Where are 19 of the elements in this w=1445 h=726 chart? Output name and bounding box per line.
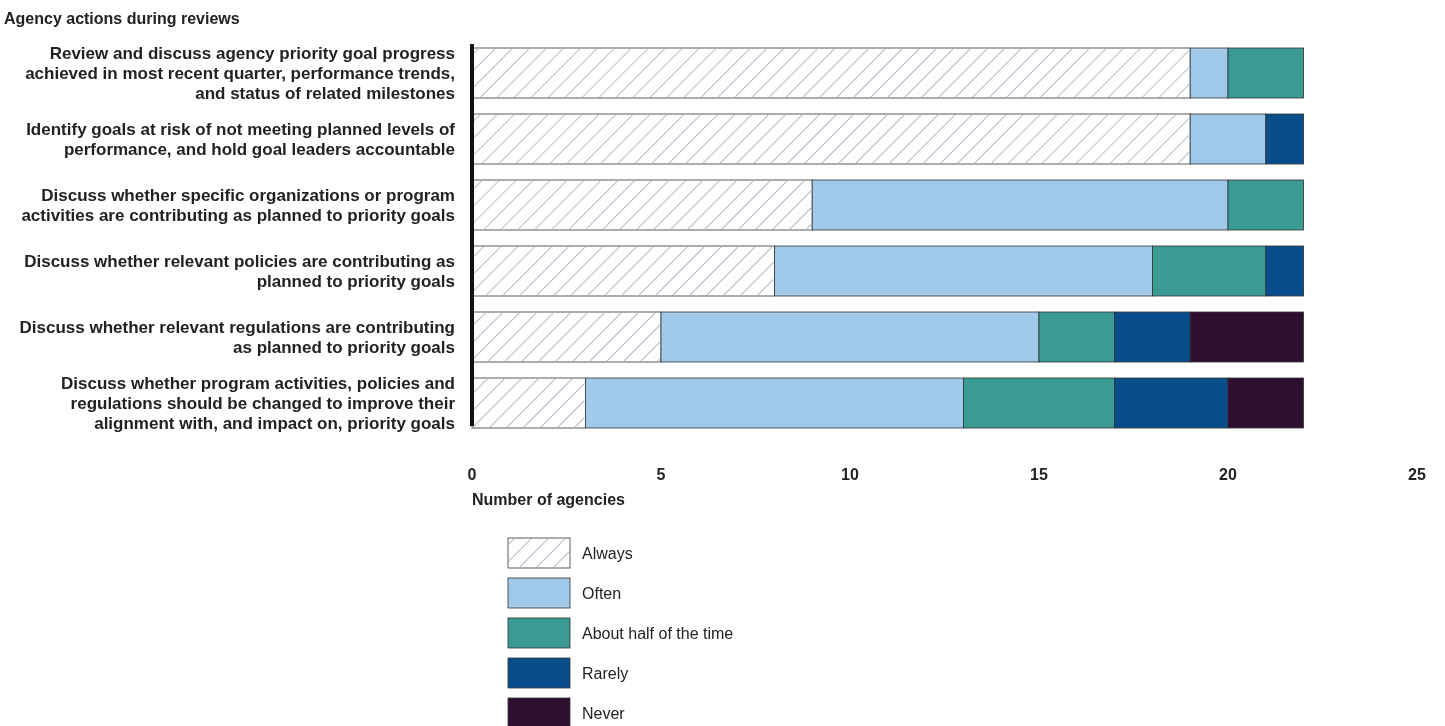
x-tick-label: 15 (1030, 466, 1048, 483)
text: Agency actions during reviews (4, 10, 240, 27)
x-axis-title: Number of agencies (472, 491, 626, 508)
x-tick-label: 25 (1408, 466, 1426, 483)
y-tick-label: Discuss whether relevant regulations are contributing as planned to priority goals (19, 318, 455, 357)
legend-label: About half of the time (582, 625, 734, 642)
legend-label: Always (582, 545, 633, 562)
legend-label: Never (582, 705, 626, 722)
x-tick-label: 5 (656, 466, 666, 483)
legend-label: Rarely (582, 665, 629, 682)
y-tick-label: Discuss whether specific organizations or program activities are contributing as planned to priority goals (21, 186, 455, 225)
x-tick-label: 0 (467, 466, 477, 483)
y-tick-label: Discuss whether relevant policies are contributing as planned to priority goals (24, 252, 455, 291)
y-tick-label: Review and discuss agency priority goal progress achieved in most recent quarter, performance trends, and status of related milestones (25, 44, 455, 103)
x-tick-label: 10 (841, 466, 859, 483)
y-tick-label: Identify goals at risk of not meeting planned levels of performance, and hold goal leaders accountable (26, 120, 456, 159)
legend-label: Often (582, 585, 622, 602)
x-tick-label: 20 (1219, 466, 1237, 483)
y-tick-label: Discuss whether program activities, policies and regulations should be changed to improve their alignment with, and impact on, priority goals (61, 374, 456, 433)
